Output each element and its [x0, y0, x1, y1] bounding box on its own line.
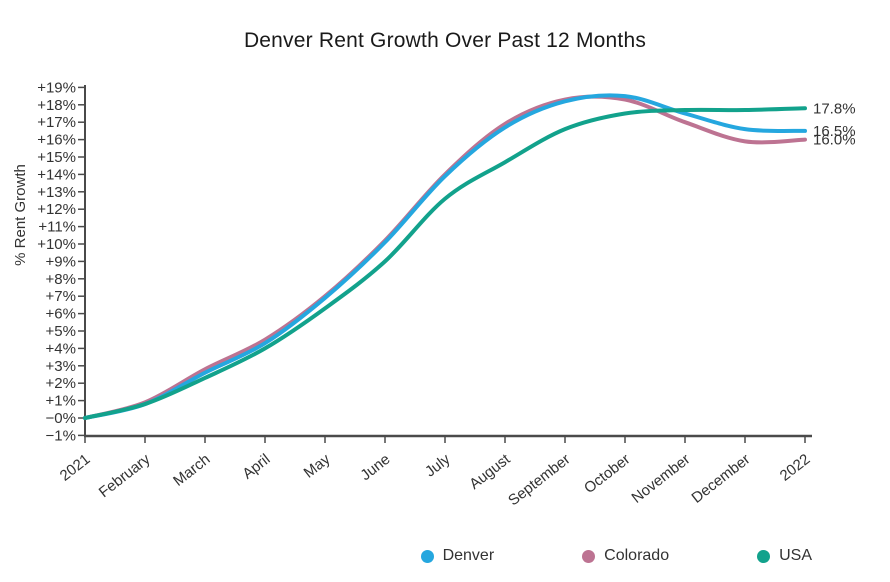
x-tick-label: August [466, 450, 514, 493]
x-tick-label: March [170, 451, 213, 490]
chart-title: Denver Rent Growth Over Past 12 Months [243, 29, 647, 52]
y-tick-label: +4% [46, 340, 76, 357]
x-tick-label: October [581, 451, 634, 497]
x-tick-label: May [301, 450, 334, 481]
legend-label: USA [779, 547, 812, 564]
x-tick-label: July [422, 450, 454, 480]
y-tick-label: +6% [46, 306, 76, 323]
y-tick-label: +1% [46, 393, 76, 410]
x-tick-label: September [505, 451, 573, 510]
chart-legend: Denver Colorado USA [420, 547, 812, 565]
x-tick-label: June [357, 451, 393, 484]
end-value-label-colorado: 16.0% [813, 132, 856, 149]
legend-label: Denver [442, 547, 495, 564]
x-tick-label: December [688, 451, 753, 507]
y-tick-label: +16% [37, 132, 76, 149]
x-tick-label: 2021 [57, 451, 94, 485]
y-tick-label: +9% [46, 253, 76, 270]
y-tick-label: +13% [37, 184, 76, 201]
legend-item-colorado[interactable]: Colorado [582, 547, 669, 565]
x-tick-label: November [628, 451, 693, 507]
y-tick-label: +2% [46, 375, 76, 392]
series-lines [83, 93, 807, 420]
y-tick-label: +17% [37, 114, 76, 131]
y-tick-label: +7% [46, 288, 76, 305]
denver-legend-dot-icon [420, 549, 434, 563]
legend-item-usa[interactable]: USA [757, 547, 812, 565]
series-line-colorado [83, 94, 807, 420]
colorado-legend-dot-icon [582, 549, 596, 563]
axes: +19%+18%+17%+16%+15%+14%+13%+12%+11%+10%… [37, 79, 813, 509]
series-line-denver [83, 93, 807, 420]
series-line-usa [83, 106, 807, 420]
legend-item-denver[interactable]: Denver [420, 547, 495, 565]
legend-label: Colorado [604, 547, 670, 564]
x-tick-label: February [96, 450, 154, 501]
y-tick-label: +15% [37, 149, 76, 166]
y-tick-label: +11% [38, 219, 76, 236]
y-axis-title: % Rent Growth [12, 164, 29, 266]
end-value-label-denver: 16.5% [813, 123, 856, 140]
usa-legend-dot-icon [757, 549, 771, 563]
end-value-label-usa: 17.8% [813, 100, 856, 117]
y-tick-label: +5% [46, 323, 76, 340]
y-tick-label: +3% [46, 358, 76, 375]
y-tick-label: +12% [37, 201, 76, 218]
y-tick-label: +10% [37, 236, 76, 253]
y-tick-label: +18% [37, 97, 76, 114]
x-tick-label: April [239, 451, 273, 483]
y-tick-label: +8% [46, 271, 76, 288]
y-tick-label: −1% [46, 427, 76, 444]
y-tick-label: +14% [37, 166, 76, 183]
y-tick-label: −0% [46, 410, 76, 427]
y-tick-label: +19% [37, 79, 76, 96]
x-tick-label: 2022 [777, 451, 814, 485]
